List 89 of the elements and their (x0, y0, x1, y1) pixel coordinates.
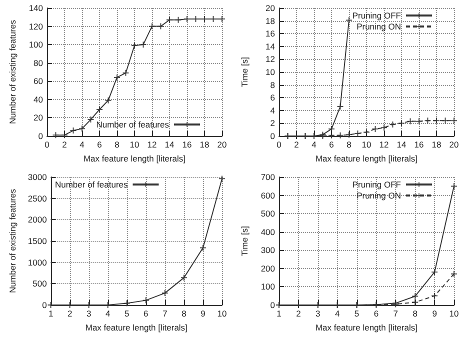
y-tick-label: 500 (260, 208, 276, 219)
legend-label: Number of features (54, 180, 128, 190)
x-tick-label: 4 (312, 140, 317, 150)
x-axis-title: Max feature length [literals] (315, 322, 418, 332)
y-axis-title: Time [s] (240, 57, 250, 87)
y-tick-label: 6 (270, 92, 276, 103)
y-tick-label: 60 (34, 76, 44, 86)
y-tick-label: 700 (260, 172, 276, 182)
y-tick-label: 16 (266, 28, 276, 39)
x-axis-title: Max feature length [literals] (83, 153, 186, 164)
legend-label: Pruning OFF (352, 180, 401, 190)
x-tick-label: 16 (414, 140, 424, 150)
legend-label: Pruning ON (356, 22, 401, 32)
x-tick-label: 8 (346, 140, 352, 150)
x-tick-label: 14 (396, 140, 406, 150)
x-tick-label: 5 (124, 308, 130, 318)
x-tick-label: 9 (432, 308, 438, 318)
legend-label: Pruning ON (356, 190, 401, 200)
x-tick-label: 8 (114, 140, 120, 150)
x-tick-label: 8 (182, 308, 187, 318)
x-tick-label: 20 (217, 140, 227, 150)
y-tick-label: 10 (266, 67, 276, 77)
y-tick-label: 20 (266, 3, 276, 13)
y-tick-label: 14 (266, 41, 276, 52)
x-tick-label: 14 (164, 140, 174, 150)
x-tick-label: 20 (449, 140, 459, 150)
x-tick-label: 0 (276, 140, 282, 150)
x-tick-label: 4 (80, 140, 85, 150)
y-tick-label: 400 (260, 226, 276, 237)
x-tick-label: 4 (106, 308, 111, 318)
x-tick-label: 18 (200, 140, 210, 150)
y-tick-label: 20 (34, 112, 44, 123)
y-tick-label: 140 (28, 3, 44, 13)
y-tick-label: 2500 (28, 193, 48, 204)
x-tick-label: 6 (329, 140, 334, 150)
x-tick-label: 18 (432, 140, 442, 150)
x-tick-label: 2 (67, 308, 72, 318)
y-tick-label: 600 (260, 190, 276, 200)
x-tick-label: 1 (48, 308, 54, 318)
y-tick-label: 100 (28, 40, 44, 50)
y-tick-label: 40 (34, 94, 44, 104)
x-tick-label: 3 (86, 308, 92, 318)
x-tick-label: 7 (162, 308, 168, 318)
x-tick-label: 6 (97, 140, 102, 150)
y-tick-label: 12 (266, 54, 276, 64)
x-tick-label: 2 (62, 140, 68, 150)
x-tick-label: 12 (147, 140, 157, 150)
y-tick-label: 0 (270, 131, 276, 141)
y-axis-title: Number of existing features (8, 20, 18, 124)
x-tick-label: 9 (200, 308, 206, 318)
y-tick-label: 18 (266, 16, 276, 26)
y-tick-label: 100 (260, 282, 276, 292)
x-tick-label: 10 (217, 308, 227, 318)
y-tick-label: 300 (260, 245, 276, 256)
legend-label: Number of features (96, 120, 169, 130)
legend-label: Pruning OFF (352, 10, 401, 20)
y-axis-title: Time [s] (240, 226, 250, 256)
x-axis-title: Max feature length [literals] (85, 322, 188, 332)
y-tick-label: 1000 (28, 257, 48, 268)
y-tick-label: 500 (32, 278, 48, 289)
y-tick-label: 3000 (28, 172, 48, 182)
x-tick-label: 10 (362, 140, 372, 150)
x-tick-label: 16 (182, 140, 192, 150)
y-tick-label: 0 (270, 300, 276, 310)
y-tick-label: 200 (260, 263, 276, 274)
x-tick-label: 1 (276, 308, 282, 318)
x-tick-label: 3 (316, 308, 321, 318)
y-tick-label: 80 (34, 58, 44, 68)
y-axis-title: Number of existing features (8, 189, 18, 293)
x-tick-label: 4 (334, 308, 340, 318)
y-tick-label: 4 (270, 105, 276, 116)
x-tick-label: 5 (354, 308, 360, 318)
y-tick-label: 0 (42, 300, 48, 310)
y-tick-label: 0 (38, 131, 44, 141)
y-tick-label: 120 (28, 21, 44, 32)
x-tick-label: 2 (294, 140, 300, 150)
y-tick-label: 1500 (28, 236, 48, 246)
x-tick-label: 7 (393, 308, 398, 318)
x-tick-label: 12 (379, 140, 389, 150)
y-tick-label: 2 (270, 118, 276, 128)
x-tick-label: 2 (296, 308, 302, 318)
x-axis-title: Max feature length [literals] (315, 153, 418, 164)
x-tick-label: 6 (374, 308, 379, 318)
x-tick-label: 6 (144, 308, 149, 318)
x-tick-label: 8 (412, 308, 418, 318)
x-tick-label: 10 (449, 308, 459, 318)
y-tick-label: 2000 (28, 214, 48, 225)
y-tick-label: 8 (270, 80, 276, 90)
x-tick-label: 10 (130, 140, 140, 150)
